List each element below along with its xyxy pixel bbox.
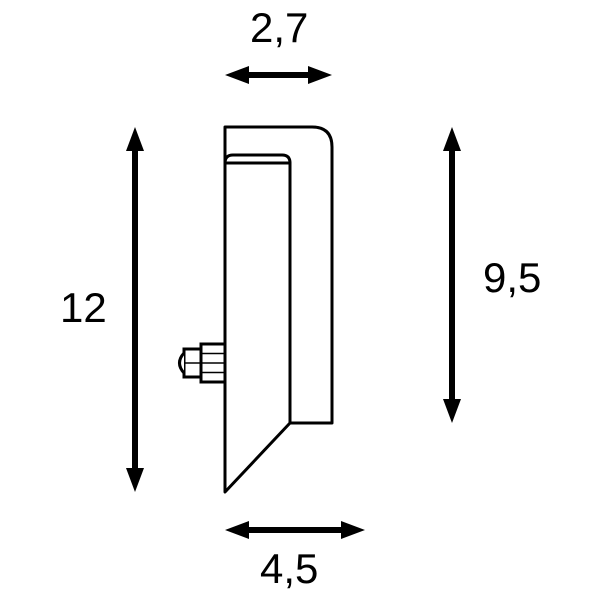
dimension-label-top: 2,7 bbox=[250, 4, 308, 51]
dimension-label-left: 12 bbox=[60, 284, 107, 331]
dimension-label-bottom: 4,5 bbox=[260, 545, 318, 592]
dimension-label-right: 9,5 bbox=[483, 254, 541, 301]
dimension-diagram: 2,7 12 9,5 4,5 bbox=[0, 0, 596, 595]
fixture-outline bbox=[180, 127, 333, 492]
